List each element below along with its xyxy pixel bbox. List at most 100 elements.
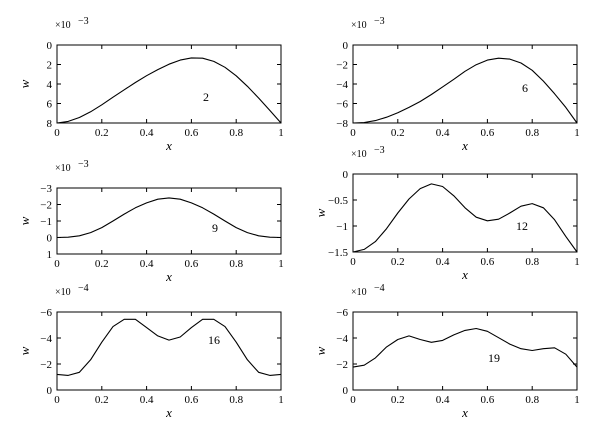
x-tick-label: 0.2 bbox=[391, 256, 405, 268]
y-tick-label: −0.5 bbox=[328, 195, 348, 207]
x-tick-label: 1 bbox=[278, 258, 284, 270]
y-axis-label: w bbox=[17, 216, 32, 225]
x-tick-label: 0.4 bbox=[140, 127, 154, 139]
axis-multiplier-exponent: −3 bbox=[374, 145, 385, 156]
x-tick-label: 0.6 bbox=[481, 394, 495, 406]
y-tick-label: −4 bbox=[336, 333, 348, 345]
y-tick-label: 1 bbox=[47, 249, 53, 261]
x-tick-label: 0.6 bbox=[481, 256, 495, 268]
x-tick-label: 1 bbox=[278, 394, 284, 406]
plot-frame bbox=[56, 311, 282, 391]
x-tick-label: 1 bbox=[278, 127, 284, 139]
axis-multiplier-exponent: −3 bbox=[78, 159, 89, 170]
axis-multiplier: ×10 bbox=[351, 149, 367, 160]
y-tick-label: −2 bbox=[40, 359, 52, 371]
y-tick-label: 2 bbox=[47, 60, 53, 72]
y-tick-label: −2 bbox=[40, 200, 52, 212]
x-tick-label: 0.2 bbox=[95, 394, 109, 406]
x-tick-label: 0.6 bbox=[185, 394, 199, 406]
series-line bbox=[352, 57, 578, 124]
y-tick-label: 8 bbox=[47, 118, 53, 130]
x-axis-label: x bbox=[165, 405, 172, 420]
curve-annotation: 6 bbox=[522, 81, 528, 95]
curve-annotation: 9 bbox=[212, 221, 218, 235]
series-line bbox=[352, 183, 578, 253]
y-tick-label: −2 bbox=[336, 359, 348, 371]
x-axis-label: x bbox=[461, 405, 468, 420]
series-line bbox=[56, 197, 282, 239]
x-axis-label: x bbox=[165, 138, 172, 153]
y-tick-label: −6 bbox=[336, 99, 348, 111]
x-tick-label: 1 bbox=[574, 127, 580, 139]
plot-frame bbox=[352, 311, 578, 391]
axis-multiplier-exponent: −4 bbox=[78, 283, 89, 294]
x-tick-label: 0.6 bbox=[185, 258, 199, 270]
x-tick-label: 0.6 bbox=[481, 127, 495, 139]
x-tick-label: 0.4 bbox=[140, 394, 154, 406]
axis-multiplier: ×10 bbox=[55, 287, 71, 298]
x-tick-label: 0.4 bbox=[436, 394, 450, 406]
x-tick-label: 0.8 bbox=[229, 394, 243, 406]
y-tick-label: 0 bbox=[343, 169, 349, 181]
y-axis-label: w bbox=[17, 79, 32, 88]
x-axis-label: x bbox=[165, 269, 172, 284]
y-tick-label: −2 bbox=[336, 60, 348, 72]
series-line bbox=[352, 327, 578, 368]
y-tick-label: 4 bbox=[47, 79, 53, 91]
x-tick-label: 0.6 bbox=[185, 127, 199, 139]
x-axis-label: x bbox=[461, 138, 468, 153]
x-tick-label: 0.8 bbox=[525, 256, 539, 268]
x-tick-label: 0.4 bbox=[436, 127, 450, 139]
axis-multiplier-exponent: −4 bbox=[374, 283, 385, 294]
x-tick-label: 0.2 bbox=[95, 258, 109, 270]
y-tick-label: −4 bbox=[336, 79, 348, 91]
y-tick-label: −1.5 bbox=[328, 247, 348, 259]
y-tick-label: 0 bbox=[343, 385, 349, 397]
curve-annotation: 16 bbox=[208, 333, 220, 347]
x-tick-label: 0.2 bbox=[95, 127, 109, 139]
x-tick-label: 0.8 bbox=[229, 258, 243, 270]
y-tick-label: −1 bbox=[40, 216, 52, 228]
y-tick-label: −3 bbox=[40, 183, 52, 195]
series-line bbox=[56, 318, 282, 376]
x-tick-label: 0.8 bbox=[525, 394, 539, 406]
curve-annotation: 12 bbox=[516, 219, 528, 233]
axis-multiplier: ×10 bbox=[351, 287, 367, 298]
y-tick-label: 0 bbox=[47, 385, 53, 397]
plot-frame bbox=[352, 44, 578, 124]
x-tick-label: 0.8 bbox=[229, 127, 243, 139]
axis-multiplier: ×10 bbox=[55, 20, 71, 31]
axis-multiplier-exponent: −3 bbox=[78, 16, 89, 27]
x-tick-label: 0.4 bbox=[436, 256, 450, 268]
plot-frame bbox=[352, 173, 578, 253]
x-tick-label: 1 bbox=[574, 256, 580, 268]
y-tick-label: 6 bbox=[47, 99, 53, 111]
curve-annotation: 19 bbox=[488, 351, 500, 365]
y-axis-label: w bbox=[313, 208, 328, 217]
x-tick-label: 1 bbox=[574, 394, 580, 406]
axis-multiplier: ×10 bbox=[55, 163, 71, 174]
curve-annotation: 2 bbox=[203, 90, 209, 104]
y-axis-label: w bbox=[17, 346, 32, 355]
x-tick-label: 0 bbox=[54, 258, 60, 270]
y-tick-label: 0 bbox=[47, 233, 53, 245]
y-tick-label: −1 bbox=[336, 221, 348, 233]
y-axis-label: w bbox=[313, 346, 328, 355]
x-tick-label: 0 bbox=[54, 127, 60, 139]
x-axis-label: x bbox=[461, 267, 468, 282]
axis-multiplier: ×10 bbox=[351, 20, 367, 31]
x-tick-label: 0 bbox=[350, 127, 356, 139]
y-tick-label: −6 bbox=[40, 307, 52, 319]
x-tick-label: 0 bbox=[350, 394, 356, 406]
x-tick-label: 0.2 bbox=[391, 394, 405, 406]
y-tick-label: 0 bbox=[343, 40, 349, 52]
x-tick-label: 0 bbox=[350, 256, 356, 268]
x-tick-label: 0.8 bbox=[525, 127, 539, 139]
x-tick-label: 0.4 bbox=[140, 258, 154, 270]
x-tick-label: 0 bbox=[54, 394, 60, 406]
y-tick-label: −4 bbox=[40, 333, 52, 345]
axis-multiplier-exponent: −3 bbox=[374, 16, 385, 27]
y-tick-label: −6 bbox=[336, 307, 348, 319]
x-tick-label: 0.2 bbox=[391, 127, 405, 139]
